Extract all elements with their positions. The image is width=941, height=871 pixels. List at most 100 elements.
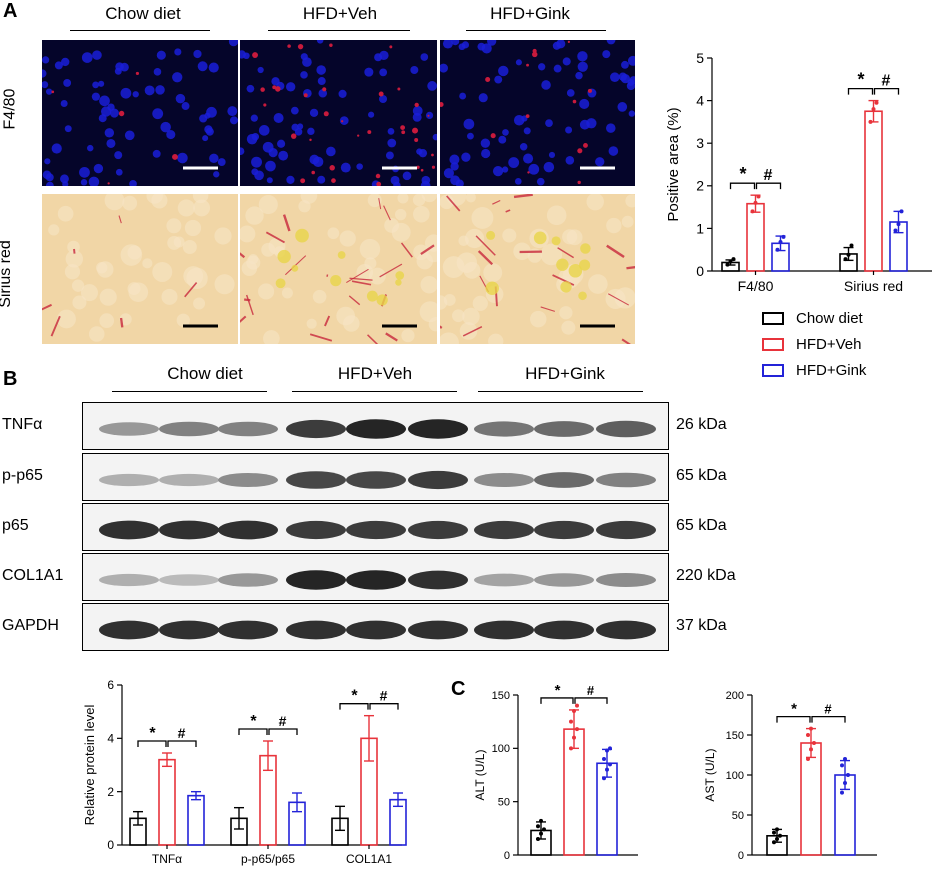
micrograph-image: [440, 194, 635, 344]
data-point: [781, 234, 786, 239]
wb-membrane: [82, 603, 669, 651]
nucleus-dot: [420, 53, 429, 61]
nucleus-dot: [455, 179, 464, 186]
nucleus-dot: [442, 40, 453, 49]
wb-band: [218, 473, 278, 487]
f480-signal: [309, 138, 312, 142]
legend-label-hfd-veh: HFD+Veh: [796, 336, 862, 353]
collagen-fiber: [607, 293, 630, 306]
hepatocyte-texture: [625, 194, 635, 208]
nucleus-dot: [181, 102, 190, 111]
data-point: [843, 257, 848, 262]
f480-signal: [527, 171, 530, 174]
nucleus-dot: [42, 170, 52, 179]
collagen-fiber: [265, 231, 285, 244]
data-point: [725, 262, 730, 267]
nucleus-dot: [124, 130, 135, 141]
bar: [187, 794, 205, 846]
data-point: [608, 746, 612, 751]
nucleus-dot: [290, 106, 299, 115]
nucleus-dot: [340, 162, 351, 173]
hepatocyte-texture: [606, 217, 622, 234]
significance-bracket: [137, 740, 167, 747]
collagen-fiber: [245, 294, 254, 316]
data-point: [778, 240, 783, 245]
data-point: [575, 727, 579, 732]
hepatocyte-texture: [99, 288, 117, 306]
f480-signal: [572, 99, 577, 104]
nucleus-dot: [144, 85, 155, 96]
f480-signal: [567, 40, 570, 44]
bar: [746, 202, 765, 272]
data-point: [605, 748, 609, 753]
wb-band: [596, 620, 656, 640]
nucleus-dot: [339, 116, 349, 125]
nucleus-dot: [317, 77, 326, 86]
y-tick-label: 6: [107, 678, 114, 692]
nucleus-dot: [115, 168, 123, 176]
data-point: [575, 703, 579, 708]
f480-signal: [526, 63, 529, 67]
hepatocyte-texture: [529, 310, 547, 328]
collagen-fiber: [244, 298, 251, 302]
nucleus-dot: [44, 158, 51, 165]
nucleus-dot: [425, 111, 434, 120]
collagen-fiber: [626, 265, 635, 270]
f480-micrograph: [440, 40, 635, 186]
hepatocyte-texture: [421, 194, 437, 203]
wb-row-label: GAPDH: [2, 617, 59, 634]
f480-signal: [340, 120, 344, 123]
significance-bracket: [339, 703, 369, 710]
nucleus-dot: [93, 163, 104, 174]
nucleus-dot: [541, 80, 551, 90]
data-point: [806, 757, 810, 761]
y-tick-label: 150: [492, 690, 510, 702]
nucleus-dot: [548, 151, 556, 159]
wb-band-strip: [99, 520, 656, 540]
significance-bracket: [755, 182, 782, 190]
wb-band: [159, 574, 219, 586]
f480-signal: [401, 130, 406, 135]
nucleus-dot: [61, 57, 70, 67]
nucleus-dot: [326, 146, 336, 157]
vessel-region: [551, 236, 561, 246]
nucleus-dot: [412, 105, 423, 116]
wb-band-strip: [99, 470, 656, 490]
significance-bracket: [729, 182, 756, 190]
wb-band: [286, 620, 346, 640]
nucleus-dot: [286, 175, 295, 184]
nucleus-dot: [481, 148, 491, 159]
data-point: [868, 119, 873, 124]
data-point: [536, 837, 540, 841]
significance-bracket: [847, 87, 874, 95]
vessel-region: [579, 259, 591, 271]
f480-signal: [376, 181, 382, 186]
vessel-region: [568, 264, 583, 278]
hepatocyte-texture: [472, 295, 488, 311]
f480-signal: [587, 88, 592, 93]
nucleus-dot: [106, 138, 116, 149]
wb-row-label: p65: [2, 517, 29, 534]
wb-group-underline: [292, 391, 457, 392]
nucleus-dot: [508, 157, 520, 169]
wb-band-strip: [99, 419, 656, 439]
nucleus-dot: [575, 71, 583, 80]
nucleus-dot: [379, 68, 388, 77]
hepatocyte-texture: [471, 207, 494, 229]
wb-band: [534, 573, 594, 587]
bar: [864, 110, 883, 272]
hepatocyte-texture: [80, 284, 98, 302]
data-point: [605, 767, 609, 772]
nucleus-dot: [152, 108, 164, 120]
nucleus-dot: [387, 127, 395, 135]
nucleus-dot: [463, 118, 475, 130]
nucleus-dot: [172, 72, 183, 83]
wb-band: [99, 620, 159, 640]
data-point: [602, 757, 606, 761]
data-point: [840, 790, 844, 795]
hepatocyte-texture: [245, 206, 264, 225]
nucleus-dot: [577, 51, 588, 62]
wb-band: [159, 520, 219, 540]
significance-star: *: [149, 725, 156, 742]
vessel-region: [556, 258, 569, 271]
